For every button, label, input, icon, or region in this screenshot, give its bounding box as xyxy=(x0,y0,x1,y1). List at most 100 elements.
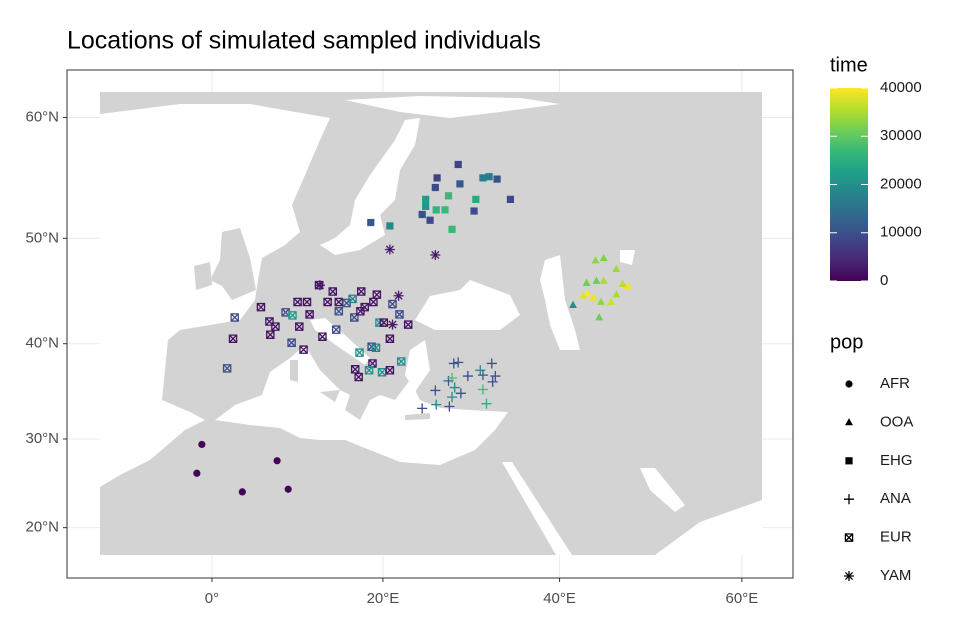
point xyxy=(385,366,395,375)
point xyxy=(599,253,608,262)
legend-symbol xyxy=(845,380,853,388)
barents xyxy=(345,96,560,118)
point xyxy=(592,276,601,284)
point xyxy=(348,294,357,304)
point xyxy=(284,485,292,493)
point xyxy=(393,290,404,301)
point xyxy=(368,359,377,368)
colorbar-label: 40000 xyxy=(880,79,922,96)
axes: 0° 20°E 40°E 60°E 20°N 30°N 40°N 50°N 60°N xyxy=(25,108,758,607)
chart-title: Locations of simulated sampled individua… xyxy=(67,27,541,55)
point xyxy=(506,195,515,203)
britain xyxy=(210,228,256,300)
point xyxy=(456,180,464,188)
point xyxy=(490,371,501,382)
point xyxy=(454,160,462,169)
point xyxy=(481,398,492,409)
point xyxy=(271,322,280,331)
point xyxy=(479,174,487,182)
y-tick-label: 20°N xyxy=(25,519,59,536)
point xyxy=(367,218,375,227)
sardinia xyxy=(290,360,298,382)
point xyxy=(597,297,605,305)
point xyxy=(372,290,382,299)
ireland xyxy=(194,262,212,290)
legend-label: EHG xyxy=(880,452,913,469)
arabian-sea xyxy=(655,500,762,555)
point xyxy=(591,256,600,264)
sicily xyxy=(320,390,340,402)
y-tick-label: 30°N xyxy=(25,430,59,447)
point xyxy=(377,367,387,377)
y-tick-label: 60°N xyxy=(25,108,59,125)
persian-gulf xyxy=(640,468,685,512)
point xyxy=(446,372,458,384)
seas xyxy=(100,96,762,555)
legend-symbol xyxy=(845,418,853,426)
panel-border xyxy=(66,69,794,579)
point xyxy=(387,319,398,330)
point xyxy=(287,338,296,347)
point xyxy=(299,345,308,354)
islands xyxy=(194,228,485,420)
color-legend-title: time xyxy=(830,54,868,76)
legend-label: OOA xyxy=(880,413,913,430)
point xyxy=(449,382,460,393)
point xyxy=(266,330,275,339)
atlantic xyxy=(100,104,330,487)
legend-label: YAM xyxy=(880,567,911,584)
point xyxy=(455,388,466,399)
point xyxy=(331,325,341,334)
legend-label: ANA xyxy=(880,490,911,507)
legend-symbol xyxy=(843,570,855,582)
point xyxy=(595,313,604,321)
colorbar-label: 0 xyxy=(880,272,888,289)
point xyxy=(612,264,621,273)
point xyxy=(379,318,389,327)
points xyxy=(193,160,633,496)
point xyxy=(485,173,493,181)
point xyxy=(448,358,459,369)
point xyxy=(589,293,598,301)
point xyxy=(360,302,369,312)
point xyxy=(222,364,232,373)
legend: time pop AFR OOA EHG ANA EUR YAM 0 10000 20000 30… xyxy=(830,54,922,584)
point xyxy=(417,403,428,414)
point xyxy=(422,195,430,203)
point xyxy=(486,358,497,369)
x-tick-label: 40°E xyxy=(543,590,576,607)
point xyxy=(354,372,363,382)
legend-label: EUR xyxy=(880,529,912,546)
point xyxy=(431,183,439,192)
point xyxy=(444,192,453,200)
point xyxy=(418,210,426,219)
point xyxy=(388,299,397,309)
point xyxy=(618,279,627,288)
point xyxy=(432,206,440,214)
shape-legend-title: pop xyxy=(830,331,863,353)
point xyxy=(238,488,246,496)
point xyxy=(305,310,314,319)
mediterranean xyxy=(215,345,508,465)
point xyxy=(470,207,478,215)
point xyxy=(293,297,302,307)
point xyxy=(228,334,238,343)
point xyxy=(328,287,338,296)
point xyxy=(198,440,206,449)
y-tick-label: 50°N xyxy=(25,229,59,246)
baltic xyxy=(320,118,420,255)
point xyxy=(364,366,374,375)
x-tick-label: 20°E xyxy=(367,590,400,607)
aral xyxy=(620,250,635,265)
point xyxy=(433,174,441,182)
point xyxy=(569,300,578,308)
point xyxy=(426,216,434,224)
legend-label: AFR xyxy=(880,375,910,392)
point xyxy=(395,310,404,319)
legend-symbol xyxy=(843,494,855,505)
point xyxy=(230,313,239,322)
point xyxy=(448,225,456,233)
point xyxy=(444,401,455,412)
point xyxy=(493,175,501,183)
